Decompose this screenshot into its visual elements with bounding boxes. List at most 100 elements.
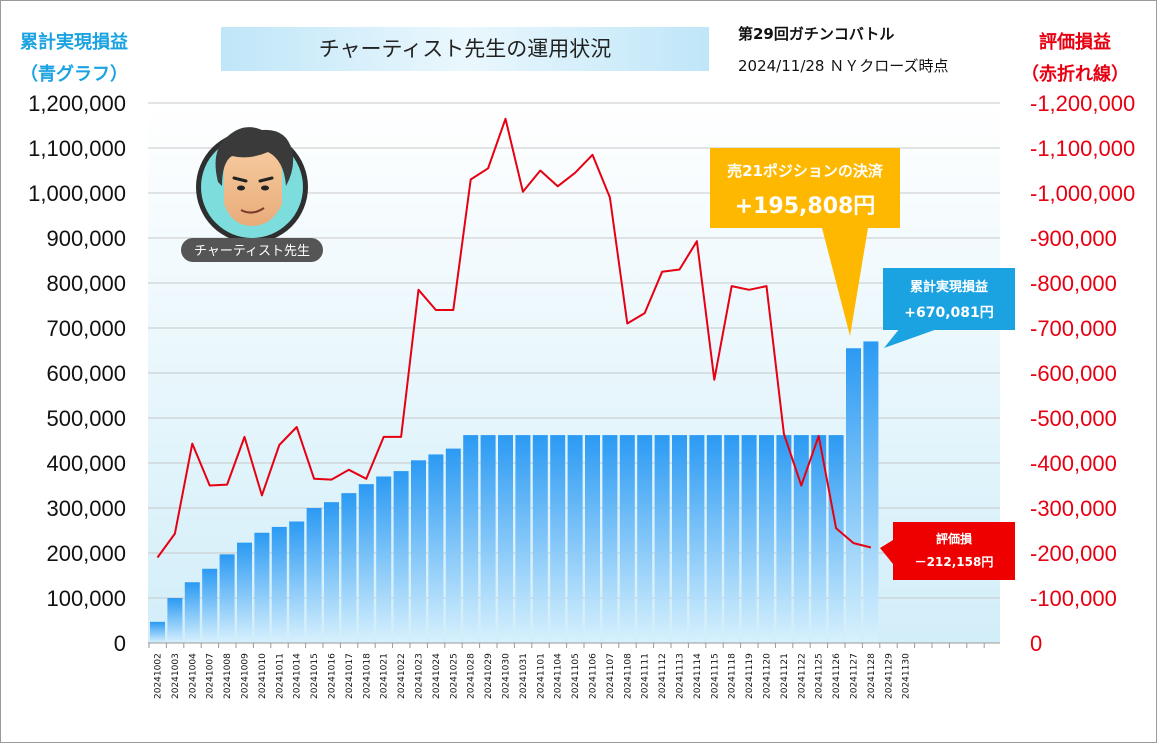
x-tick-label: 20241017 bbox=[345, 653, 355, 699]
x-tick-label: 20241025 bbox=[449, 653, 459, 699]
bar bbox=[237, 542, 252, 643]
avatar-name-pill bbox=[181, 238, 323, 262]
bar bbox=[689, 435, 705, 643]
x-tick-label: 20241011 bbox=[275, 653, 285, 699]
bar bbox=[672, 435, 687, 643]
right-axis: 0 -100,000 -200,000 -300,000 -400,000 -500,00… bbox=[1030, 91, 1135, 656]
bar bbox=[498, 435, 513, 643]
left-axis: 0 100,000 200,000 300,000 400,000 500,000 600,… bbox=[28, 91, 126, 656]
left-tick-label: 300,000 bbox=[46, 496, 126, 521]
right-tick-label: -200,000 bbox=[1030, 541, 1117, 566]
left-tick-label: 700,000 bbox=[46, 316, 126, 341]
bar bbox=[585, 435, 600, 643]
x-tick-label: 20241014 bbox=[293, 653, 303, 699]
x-tick-label: 20241119 bbox=[745, 653, 755, 699]
face-icon bbox=[223, 136, 282, 226]
settlement-amount: +195,808円 bbox=[735, 194, 876, 219]
x-tick-label: 20241111 bbox=[641, 653, 651, 699]
realized-callout: 累計実現損益 +670,081円 bbox=[883, 268, 1015, 348]
right-tick-label: -800,000 bbox=[1030, 271, 1117, 296]
bar bbox=[654, 435, 670, 643]
bar bbox=[637, 435, 653, 643]
left-tick-label: 0 bbox=[114, 631, 126, 656]
right-tick-label: -900,000 bbox=[1030, 226, 1117, 251]
bar bbox=[219, 554, 235, 643]
bar bbox=[602, 435, 618, 643]
x-tick-label: 20241015 bbox=[310, 653, 320, 699]
x-tick-label: 20241121 bbox=[780, 653, 790, 699]
left-tick-label: 1,000,000 bbox=[28, 181, 126, 206]
x-tick-label: 20241112 bbox=[658, 653, 668, 699]
left-tick-label: 200,000 bbox=[46, 541, 126, 566]
x-tick-label: 20241002 bbox=[154, 653, 164, 699]
battle-label: 第29回ガチンコバトル bbox=[738, 25, 895, 43]
bar bbox=[324, 502, 339, 643]
right-tick-label: -500,000 bbox=[1030, 406, 1117, 431]
x-tick-label: 20241127 bbox=[850, 653, 860, 699]
bar-series bbox=[150, 341, 879, 643]
bar bbox=[306, 508, 322, 643]
bar bbox=[724, 435, 740, 643]
bar bbox=[480, 435, 496, 643]
x-tick-label: 20241105 bbox=[571, 653, 581, 699]
x-tick-label: 20241114 bbox=[693, 653, 703, 699]
chart-title: チャーティスト先生の運用状況 bbox=[221, 27, 709, 71]
bar bbox=[846, 348, 861, 643]
x-tick-label: 20241018 bbox=[362, 653, 372, 699]
bar bbox=[811, 435, 827, 643]
x-tick-label: 20241003 bbox=[171, 653, 181, 699]
left-tick-label: 500,000 bbox=[46, 406, 126, 431]
x-tick-label: 20241022 bbox=[397, 653, 407, 699]
bar bbox=[567, 435, 583, 643]
line-series bbox=[156, 117, 872, 559]
bar bbox=[863, 341, 879, 643]
x-tick-label: 20241113 bbox=[676, 653, 686, 699]
x-tick-label: 20241128 bbox=[867, 653, 877, 699]
left-tick-label: 1,200,000 bbox=[28, 91, 126, 116]
realized-line1: 累計実現損益 bbox=[910, 279, 988, 295]
x-tick-label: 20241115 bbox=[710, 653, 720, 699]
left-tick-label: 900,000 bbox=[46, 226, 126, 251]
bar bbox=[741, 435, 757, 643]
bar bbox=[532, 435, 548, 643]
right-tick-label: -700,000 bbox=[1030, 316, 1117, 341]
x-tick-label: 20241108 bbox=[623, 653, 633, 699]
avatar: チャーティスト先生 bbox=[181, 127, 323, 262]
right-axis-title: 評価損益 bbox=[1039, 32, 1111, 53]
right-tick-label: -1,100,000 bbox=[1030, 136, 1135, 161]
right-tick-label: -100,000 bbox=[1030, 586, 1117, 611]
bar bbox=[776, 435, 792, 643]
bar bbox=[428, 454, 444, 643]
left-tick-label: 800,000 bbox=[46, 271, 126, 296]
x-tick-label: 20241023 bbox=[415, 653, 425, 699]
bar bbox=[759, 435, 774, 643]
left-axis-title: 累計実現損益 bbox=[20, 32, 128, 53]
x-tick-label: 20241024 bbox=[432, 653, 442, 699]
x-tick-label: 20241009 bbox=[241, 653, 251, 699]
unrealized-callout: 評価損 －212,158円 bbox=[880, 522, 1015, 580]
bar bbox=[358, 484, 374, 643]
settlement-callout: 売21ポジションの決済 +195,808円 bbox=[710, 148, 900, 336]
x-tick-label: 20241031 bbox=[519, 653, 529, 699]
right-tick-label: -300,000 bbox=[1030, 496, 1117, 521]
right-tick-label: -1,200,000 bbox=[1030, 91, 1135, 116]
x-tick-label: 20241122 bbox=[797, 653, 807, 699]
left-tick-label: 400,000 bbox=[46, 451, 126, 476]
x-tick-label: 20241004 bbox=[188, 653, 198, 699]
x-tick-label: 20241104 bbox=[554, 653, 564, 699]
x-tick-label: 20241118 bbox=[728, 653, 738, 699]
bar bbox=[445, 448, 461, 643]
x-tick-label: 20241129 bbox=[884, 653, 894, 699]
x-axis-labels: 20241002 20241003 20241004 20241007 20241008… bbox=[154, 653, 912, 699]
x-tick-label: 20241010 bbox=[258, 653, 268, 699]
x-tick-label: 20241130 bbox=[902, 653, 912, 699]
right-tick-label: -600,000 bbox=[1030, 361, 1117, 386]
bar bbox=[341, 493, 357, 643]
left-tick-label: 1,100,000 bbox=[28, 136, 126, 161]
x-tick-label: 20241030 bbox=[502, 653, 512, 699]
x-tick-label: 20241106 bbox=[589, 653, 599, 699]
bar bbox=[254, 532, 270, 643]
x-tick-label: 20241028 bbox=[467, 653, 477, 699]
avatar-name: チャーティスト先生 bbox=[194, 244, 310, 259]
